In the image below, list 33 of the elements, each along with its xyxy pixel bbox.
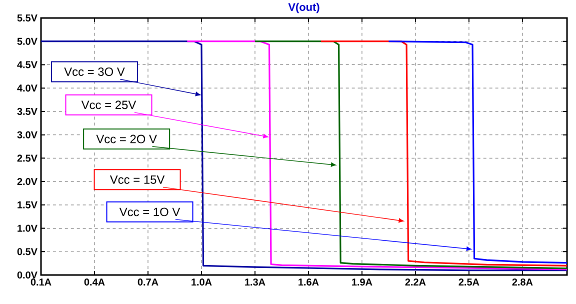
y-tick-label: 1.5V: [18, 201, 38, 208]
annotation: Vcc = 25V: [81, 100, 136, 110]
y-tick-label: 5.0V: [17, 38, 38, 45]
annotation: Vcc = 2O V: [96, 134, 157, 144]
x-tick-label: 1.0A: [192, 278, 212, 286]
y-tick-label: 4.5V: [17, 61, 38, 68]
y-tick-label: 0.5V: [17, 248, 38, 256]
line-series: [320, 40, 568, 266]
x-tick-label: 1.6A: [298, 278, 319, 286]
line-series: [254, 40, 568, 270]
line-series: [388, 40, 568, 264]
chart-title: V(out): [288, 2, 320, 14]
y-tick-label: 2.0V: [17, 178, 38, 186]
line-series: [40, 40, 568, 272]
y-tick-label: 5.5V: [17, 14, 38, 22]
x-tick-label: 2.2A: [405, 278, 426, 286]
y-tick-label: 3.5V: [17, 108, 38, 115]
line-series: [186, 40, 568, 270]
x-tick-label: 0.4A: [84, 278, 105, 286]
y-tick-label: 4.0V: [17, 84, 38, 92]
x-tick-label: 2.8A: [512, 278, 533, 286]
annotation: Vcc = 3O V: [64, 68, 125, 76]
y-tick-label: 0.0V: [17, 271, 38, 279]
annotation: Vcc = 15V: [110, 176, 165, 184]
x-tick-label: 0.1A: [30, 278, 52, 286]
x-tick-label: 2.5A: [458, 278, 480, 286]
y-tick-label: 3.0V: [17, 131, 38, 138]
annotation: Vcc = 1O V: [119, 208, 180, 216]
x-tick-label: 0.7A: [138, 278, 158, 286]
y-tick-label: 2.5V: [17, 154, 38, 162]
x-tick-label: 1.3A: [245, 278, 266, 286]
y-tick-label: 1.0V: [18, 224, 38, 232]
x-tick-label: 1.9A: [352, 278, 372, 286]
